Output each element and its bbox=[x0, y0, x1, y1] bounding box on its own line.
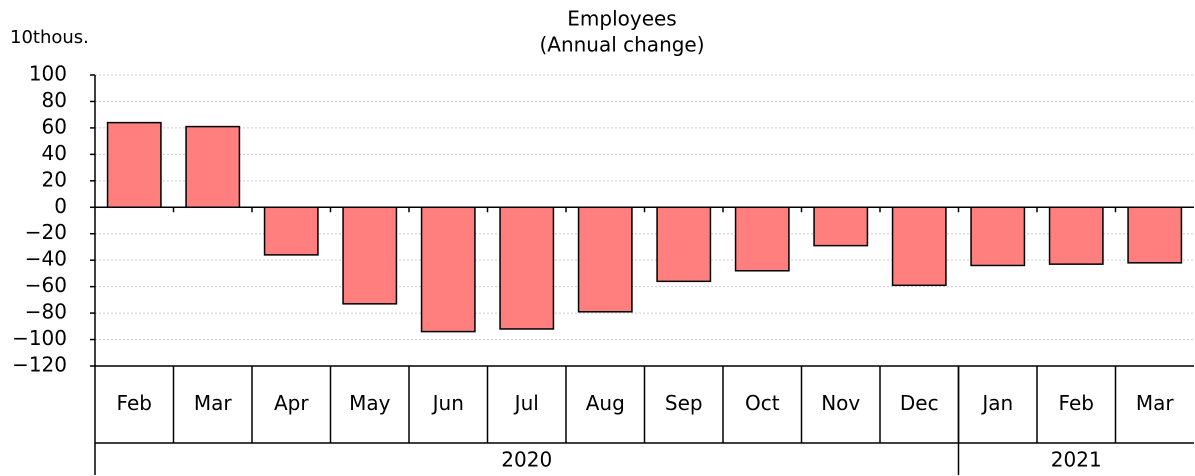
bar bbox=[420, 206, 476, 333]
unit-label: 10thous. bbox=[10, 27, 89, 48]
x-tick-label: Nov bbox=[821, 391, 860, 415]
x-tick-label: Mar bbox=[194, 391, 233, 415]
y-tick-label: −20 bbox=[25, 220, 67, 244]
x-tick-label: Mar bbox=[1136, 391, 1175, 415]
y-tick-label: −60 bbox=[25, 273, 67, 297]
x-tick-label: Dec bbox=[900, 391, 939, 415]
bar bbox=[891, 206, 947, 287]
bar bbox=[499, 206, 555, 330]
bar bbox=[1127, 206, 1183, 264]
y-tick-label: 40 bbox=[42, 141, 67, 165]
y-tick-label: −80 bbox=[25, 300, 67, 324]
bar bbox=[656, 206, 712, 283]
x-tick-label: Feb bbox=[117, 391, 152, 415]
x-tick-label: Oct bbox=[745, 391, 780, 415]
chart-title: Employees bbox=[567, 7, 676, 31]
bar bbox=[1048, 206, 1104, 265]
y-tick-label: −120 bbox=[12, 353, 67, 377]
group-label: 2021 bbox=[1051, 448, 1102, 472]
y-tick-label: 0 bbox=[54, 194, 67, 218]
bar bbox=[106, 121, 162, 209]
group-label: 2020 bbox=[501, 448, 552, 472]
bar bbox=[577, 206, 633, 313]
x-tick-label: Jan bbox=[980, 391, 1013, 415]
chart-subtitle: (Annual change) bbox=[539, 33, 704, 57]
bar bbox=[734, 206, 790, 272]
y-tick-label: 20 bbox=[42, 167, 67, 191]
y-tick-label: 80 bbox=[42, 88, 67, 112]
x-tick-label: Sep bbox=[665, 391, 703, 415]
y-tick-label: 100 bbox=[29, 62, 67, 86]
x-tick-label: Jun bbox=[431, 391, 464, 415]
x-tick-label: Aug bbox=[586, 391, 625, 415]
bar bbox=[813, 206, 869, 247]
x-tick-label: Jul bbox=[513, 391, 539, 415]
y-tick-label: 60 bbox=[42, 114, 67, 138]
bar bbox=[342, 206, 398, 305]
x-tick-label: Feb bbox=[1059, 391, 1094, 415]
x-tick-label: Apr bbox=[274, 391, 309, 415]
bar bbox=[263, 206, 319, 256]
y-tick-label: −100 bbox=[12, 326, 67, 350]
x-tick-label: May bbox=[349, 391, 391, 415]
y-tick-label: −40 bbox=[25, 247, 67, 271]
bar bbox=[185, 125, 241, 209]
bar bbox=[970, 206, 1026, 267]
